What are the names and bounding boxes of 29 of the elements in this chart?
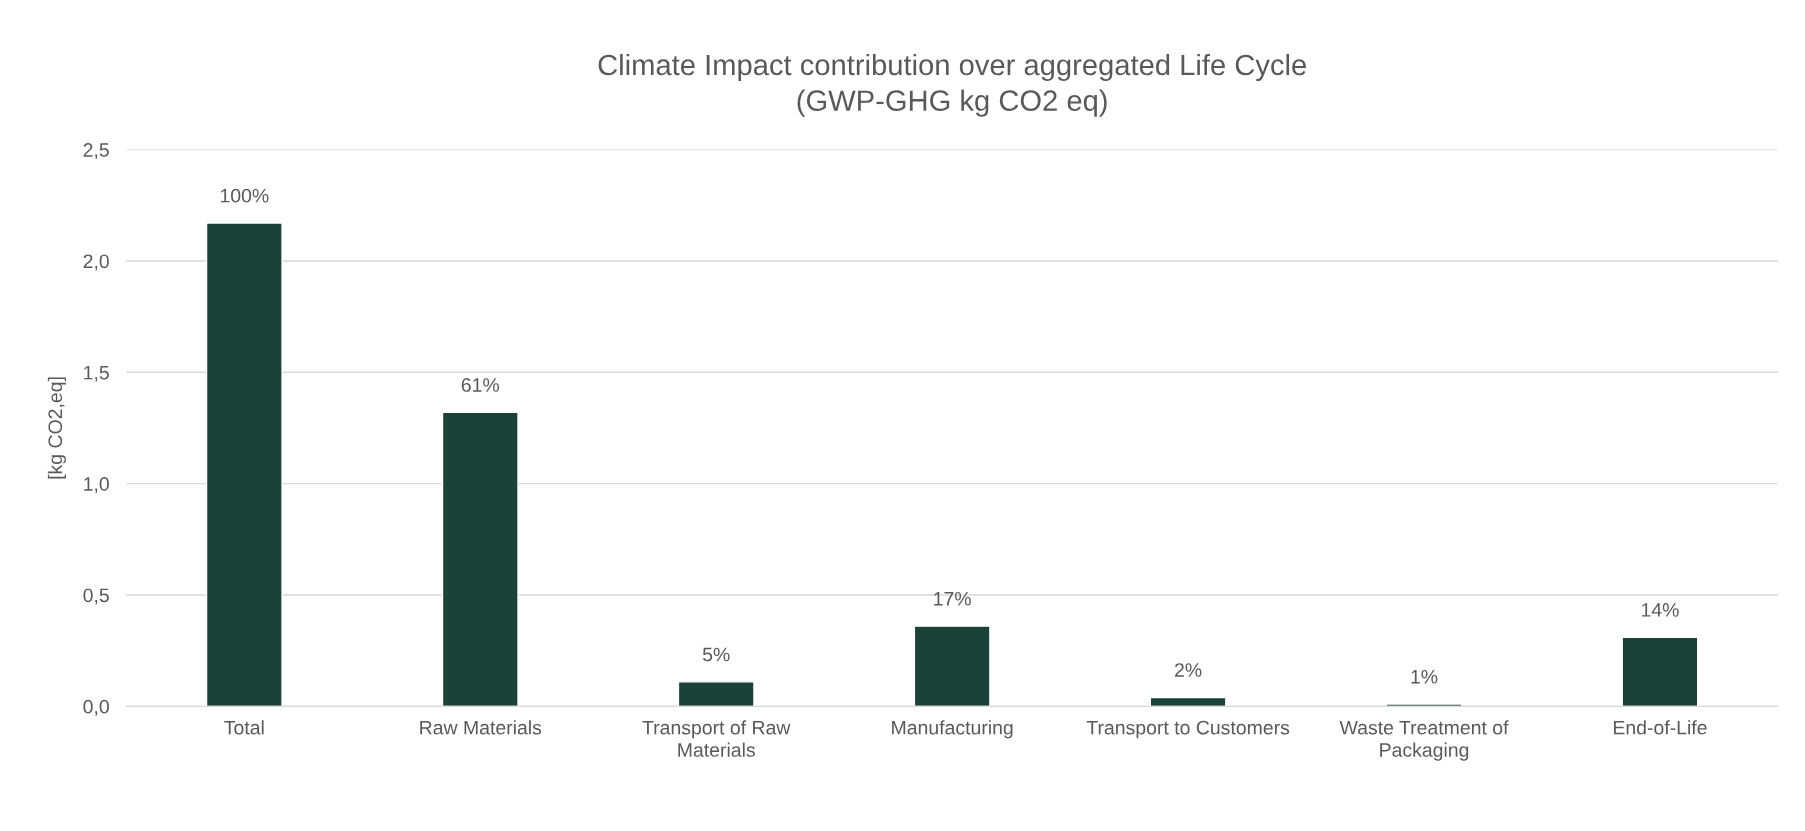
y-tick-label: 2,0 <box>83 254 109 271</box>
y-tick-label: 0,5 <box>83 588 109 605</box>
bar <box>441 411 519 707</box>
bar <box>205 222 283 707</box>
annotation: 1% <box>1411 669 1438 684</box>
annotation: 14% <box>1641 603 1679 617</box>
y-axis-title: [kg CO2,eq] <box>47 377 66 479</box>
annotation: 5% <box>702 647 730 662</box>
x-tick-label: Manufacturing <box>892 720 1013 739</box>
bar <box>913 625 991 707</box>
x-tick-label: Waste Treatment of Packaging <box>1339 720 1509 761</box>
annotation: 61% <box>461 378 500 392</box>
annotation: 2% <box>1175 663 1202 677</box>
bar <box>677 681 755 707</box>
y-tick-label: 1,5 <box>84 365 109 382</box>
x-tick-label: Raw Materials <box>420 720 542 735</box>
x-tick-label: End-of-Life <box>1614 720 1707 735</box>
chart-title: Climate Impact contribution over aggregated Life Cycle (GWP-GHG kg CO2 eq) <box>598 53 1306 117</box>
x-tick-label: Transport to Customers <box>1086 720 1290 739</box>
y-tick-label: 1,0 <box>84 477 109 494</box>
bar <box>1385 703 1463 707</box>
y-tick-label: 2,5 <box>83 143 109 160</box>
y-tick-label: 0,0 <box>83 699 109 716</box>
x-tick-label: Transport of Raw Materials <box>642 720 791 757</box>
annotation: 17% <box>934 591 971 606</box>
x-tick-label: Total <box>224 720 264 735</box>
bar <box>1149 696 1227 707</box>
bar <box>1621 636 1699 707</box>
annotation: 100% <box>220 188 269 203</box>
